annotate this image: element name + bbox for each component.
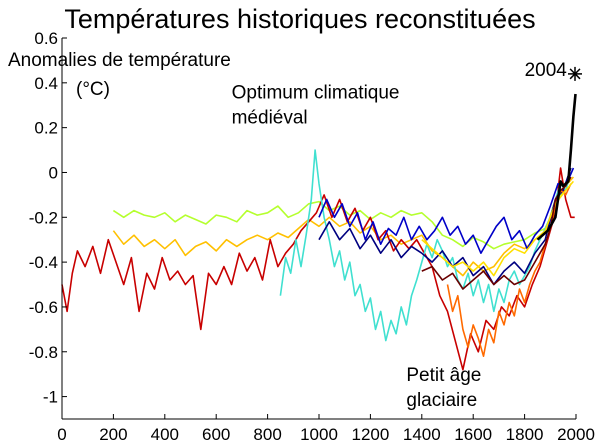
marker-2004-asterisk [568,66,582,81]
annotation-medieval-line-2: médiéval [232,108,308,129]
annotation-little-ice-age-line-1: Petit âge [406,365,481,386]
annotation-year-2004-line-1: 2004 [525,60,568,81]
y-tick-label: 0.2 [34,119,58,138]
ticks-layer: 0 200 400 600 800 1000 1200 1400 1600 1800 2000 0.6… [29,29,595,443]
chart-title: Températures historiques reconstituées [64,4,535,34]
x-tick-label: 600 [202,425,230,443]
x-tick-label: 2000 [557,425,595,443]
series-layer [61,93,577,371]
x-tick-label: 1600 [454,425,492,443]
series-line-1 [112,190,564,250]
y-tick-label: -1 [43,388,58,407]
x-tick-label: 1800 [506,425,544,443]
y-tick-label: 0.4 [34,74,58,93]
y-tick-label: -0.2 [29,208,58,227]
x-tick-label: 800 [253,425,281,443]
series-line-6 [318,167,572,286]
x-tick-label: 1400 [403,425,441,443]
x-tick-label: 1000 [300,425,338,443]
y-tick-label: -0.6 [29,298,58,317]
series-line-8 [421,180,575,277]
x-tick-label: 400 [151,425,179,443]
annotation-medieval-line-1: Optimum climatique [232,83,400,104]
y-tick-label: -0.8 [29,343,58,362]
annotation-little-ice-age-line-2: glaciaire [406,390,477,411]
annotations-layer: Optimum climatique médiéval Petit âge glaci… [232,60,582,411]
series-line-9 [421,176,572,290]
series-line-5 [318,167,575,254]
y-tick-label: 0.6 [34,29,58,48]
y-tick-label: 0 [49,163,58,182]
series-line-10 [536,93,577,241]
x-tick-label: 0 [57,425,66,443]
series-line-4 [279,149,572,342]
series-line-2 [112,176,575,277]
y-axis-label-line2: (°C) [76,79,110,100]
y-axis-label-line1: Anomalies de température [8,50,231,71]
x-tick-label: 200 [99,425,127,443]
y-tick-label: -0.4 [29,253,58,272]
x-tick-label: 1200 [351,425,389,443]
